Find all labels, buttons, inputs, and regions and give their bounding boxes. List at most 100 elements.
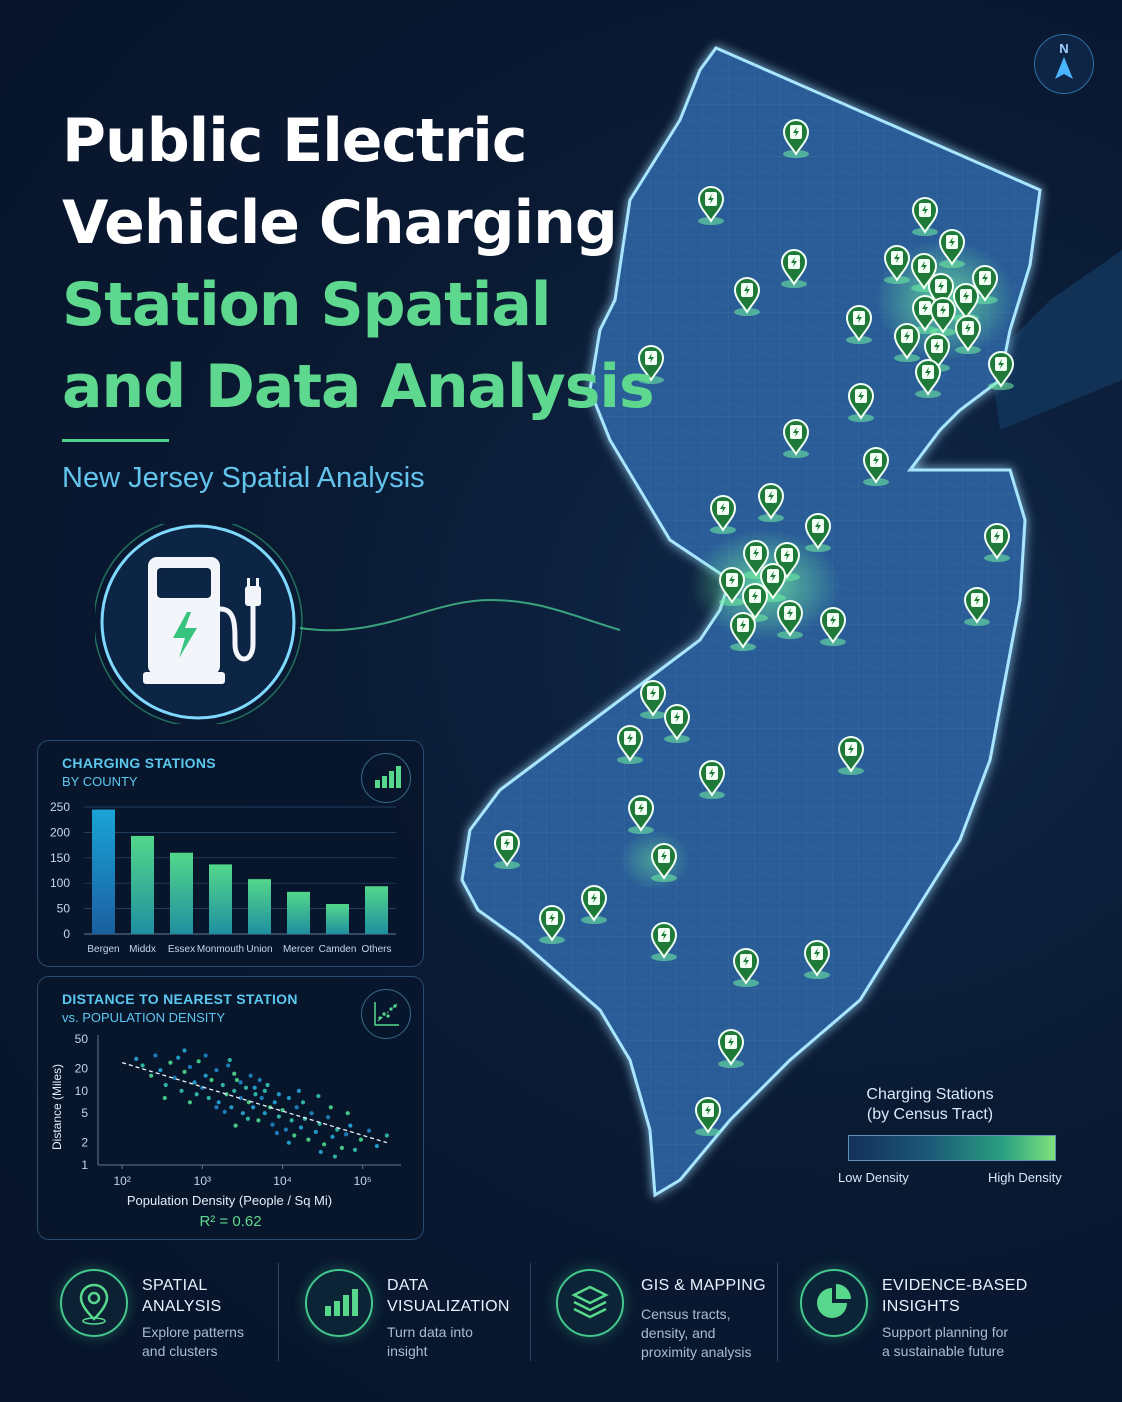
charging-station-pin: [718, 567, 746, 606]
feature-text-line: Turn data into: [387, 1324, 473, 1340]
feature-text-line: Support planning for: [882, 1324, 1009, 1340]
feature-text-line: a sustainable future: [882, 1343, 1005, 1359]
scatter-point: [296, 1088, 302, 1093]
legend-title-line: Charging Stations: [866, 1086, 994, 1103]
north-label: N: [1059, 41, 1069, 56]
charging-station-pin: [698, 760, 726, 799]
scatter-point: [262, 1111, 267, 1116]
charging-station-pin: [938, 229, 966, 268]
scatter-point: [289, 1118, 294, 1123]
charging-station-pin: [987, 351, 1015, 390]
scatter-plot-icon: [361, 989, 411, 1039]
feature-text-line: Explore patterns: [142, 1324, 244, 1340]
scatter-point: [292, 1133, 297, 1138]
charging-station-pin: [580, 885, 608, 924]
bar-chart-icon: [361, 753, 411, 803]
x-tick-label: Union: [246, 944, 272, 955]
charging-station-pin: [639, 680, 667, 719]
scatter-point: [252, 1085, 257, 1090]
charging-station-pins: [493, 119, 1015, 1136]
scatter-point: [206, 1095, 211, 1101]
charging-station-pin: [803, 940, 831, 979]
scatter-point: [374, 1143, 379, 1149]
scatter-point: [256, 1118, 261, 1123]
scatter-point: [163, 1082, 168, 1088]
feature-divider: [530, 1263, 531, 1361]
scatter-point: [220, 1082, 225, 1088]
charging-station-pin: [694, 1097, 722, 1136]
scatter-point: [234, 1077, 240, 1083]
scatter-point: [259, 1095, 264, 1101]
charging-station-pin: [983, 523, 1011, 562]
scatter-point: [332, 1154, 338, 1159]
feature-text-line: Census tracts,: [641, 1306, 731, 1322]
feature-title-line: INSIGHTS: [882, 1298, 960, 1315]
charging-station-pin: [952, 283, 980, 322]
scatter-point: [243, 1085, 249, 1090]
charging-station-pin: [742, 540, 770, 579]
scatter-point: [140, 1063, 145, 1068]
feature-gis-mapping: GIS & MAPPING Census tracts, density, and…: [556, 1263, 771, 1363]
y-tick-label: 20: [75, 1062, 89, 1076]
scatter-point: [134, 1056, 139, 1061]
y-tick-label: 5: [81, 1106, 88, 1120]
bar-chart: 0 50 100 150 200 250 Bergen Middx Essex Monmouth U…: [50, 800, 396, 955]
scatter-point: [253, 1092, 258, 1097]
x-tick-label: 10²: [113, 1174, 130, 1188]
scatter-chart-title: DISTANCE TO NEAREST STATION: [62, 991, 298, 1007]
bar: [248, 879, 271, 934]
scatter-chart: 1 2 5 10 20 50 10² 10³ 10⁴ 10⁵ Population Density …: [50, 1032, 401, 1208]
scatter-point: [203, 1073, 208, 1078]
feature-text: Turn data into insight: [387, 1323, 567, 1361]
charging-station-pin: [729, 612, 757, 651]
bar: [92, 809, 115, 934]
pie-chart-icon: [800, 1269, 868, 1337]
y-tick-label: 200: [50, 825, 70, 839]
scatter-point: [232, 1071, 237, 1076]
scatter-point: [194, 1092, 199, 1097]
scatter-point: [153, 1053, 158, 1058]
charging-station-pin: [914, 359, 942, 398]
scatter-point: [345, 1111, 350, 1116]
scatter-point: [214, 1105, 219, 1110]
charging-station-pin: [893, 323, 921, 362]
scatter-point: [283, 1127, 288, 1132]
y-tick-label: 250: [50, 800, 70, 814]
scatter-chart-subtitle: vs. POPULATION DENSITY: [62, 1010, 226, 1025]
layers-icon: [556, 1269, 624, 1337]
y-tick-label: 150: [50, 851, 70, 865]
scatter-point: [384, 1133, 389, 1138]
charging-station-pin: [616, 725, 644, 764]
charging-station-pin: [757, 483, 785, 522]
title-line: Station Spatial: [62, 270, 551, 340]
scatter-point: [182, 1069, 187, 1075]
x-tick-label: Essex: [168, 944, 195, 955]
scatter-point: [306, 1137, 311, 1142]
y-tick-label: 10: [75, 1084, 89, 1098]
charging-station-pin: [837, 736, 865, 775]
scatter-point: [274, 1130, 279, 1136]
charging-station-pin: [780, 249, 808, 288]
subtitle: New Jersey Spatial Analysis: [62, 462, 425, 494]
scatter-point: [229, 1105, 234, 1110]
feature-title-line: VISUALIZATION: [387, 1298, 510, 1315]
connector-wave: [299, 598, 621, 632]
charging-station-pin: [819, 607, 847, 646]
y-tick-label: 100: [50, 876, 70, 890]
feature-title-line: EVIDENCE-BASED: [882, 1277, 1028, 1294]
charging-station-pin: [954, 315, 982, 354]
charging-station-pin: [847, 383, 875, 422]
scatter-point: [318, 1149, 323, 1155]
scatter-point: [298, 1125, 304, 1130]
feature-text: Census tracts, density, and proximity anal…: [641, 1305, 821, 1362]
title-line: and Data Analysis: [62, 352, 655, 422]
scatter-point: [192, 1080, 197, 1085]
feature-title: SPATIAL ANALYSIS: [142, 1275, 322, 1317]
scatter-point: [149, 1073, 154, 1078]
bar: [131, 835, 154, 934]
scatter-point: [276, 1114, 281, 1119]
scatter-point: [309, 1111, 314, 1116]
feature-text-line: density, and: [641, 1325, 716, 1341]
y-tick-label: 1: [81, 1158, 88, 1172]
charging-station-pin: [862, 447, 890, 486]
